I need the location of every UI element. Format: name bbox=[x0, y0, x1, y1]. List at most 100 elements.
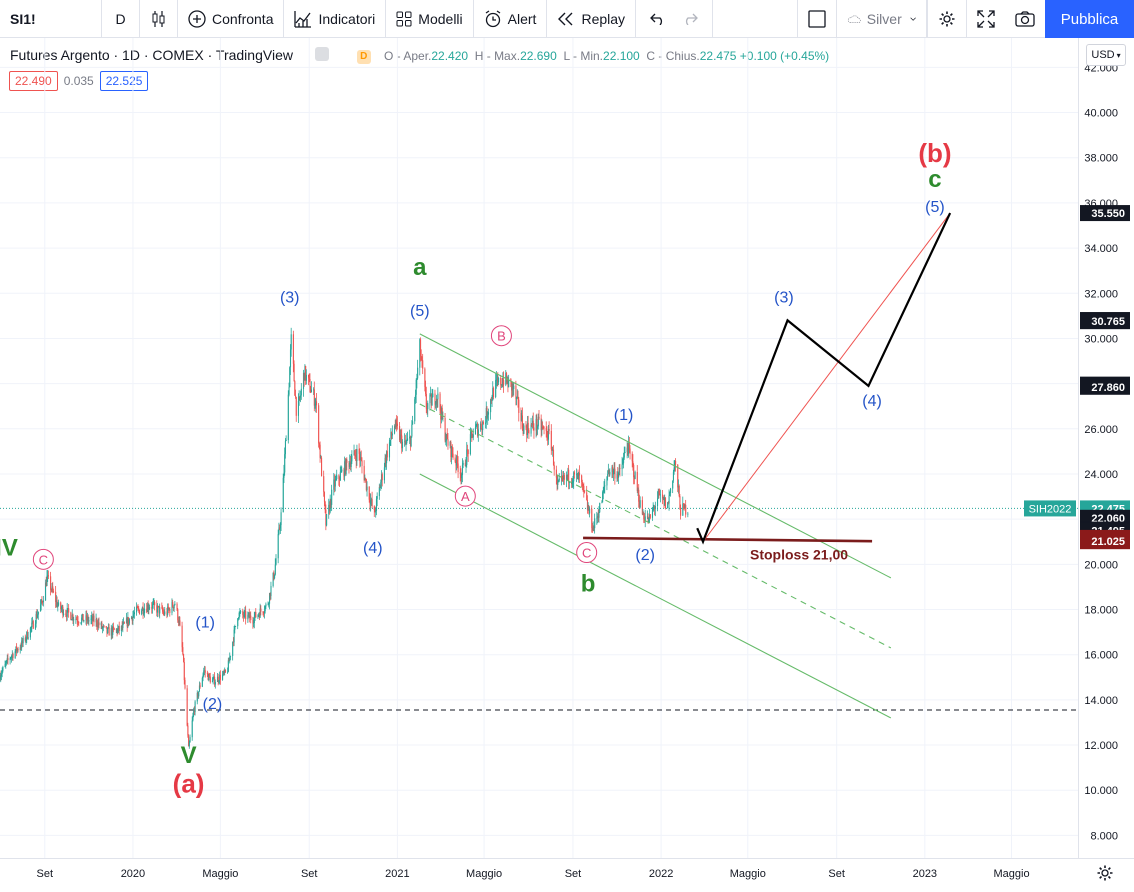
candle-body bbox=[435, 404, 437, 406]
candle-body bbox=[480, 423, 482, 429]
candle-body bbox=[318, 405, 320, 444]
candle-body bbox=[520, 412, 522, 421]
candle-body bbox=[477, 424, 479, 436]
theme-dropdown[interactable]: Silver bbox=[836, 0, 927, 38]
candle-body bbox=[420, 339, 422, 357]
candle-body bbox=[565, 475, 568, 480]
undo-button[interactable] bbox=[636, 0, 674, 38]
interval-button[interactable]: D bbox=[102, 0, 140, 38]
candle-body bbox=[572, 481, 574, 483]
candle-body bbox=[390, 431, 392, 440]
candle-body bbox=[657, 490, 659, 499]
candle-body bbox=[193, 710, 195, 713]
price-tag-bg bbox=[1080, 378, 1130, 395]
candle-body bbox=[32, 621, 34, 629]
candle-body bbox=[368, 486, 370, 500]
wave-label: (b) bbox=[918, 138, 951, 168]
indicators-button[interactable]: Indicatori bbox=[284, 0, 387, 38]
candle-body bbox=[345, 459, 347, 474]
candle-body bbox=[302, 373, 305, 389]
layout-button[interactable] bbox=[797, 0, 836, 38]
candle-body bbox=[577, 473, 579, 480]
candle-body bbox=[673, 467, 675, 472]
candle-body bbox=[552, 449, 555, 466]
gear-icon[interactable] bbox=[1096, 864, 1114, 882]
candle-body bbox=[601, 502, 603, 504]
candle-body bbox=[222, 671, 224, 675]
publish-button[interactable]: Pubblica bbox=[1045, 0, 1134, 38]
alert-button[interactable]: Alert bbox=[474, 0, 548, 38]
candle-body bbox=[442, 418, 444, 419]
candle-body bbox=[282, 477, 284, 513]
candle-body bbox=[503, 380, 505, 385]
redo-button[interactable] bbox=[674, 0, 714, 38]
settings-button[interactable] bbox=[927, 0, 967, 38]
templates-button[interactable]: Modelli bbox=[386, 0, 474, 38]
candle-body bbox=[654, 507, 656, 509]
wave-label: (3) bbox=[774, 289, 794, 306]
candle-body bbox=[421, 359, 423, 361]
price-tag-bg bbox=[1080, 313, 1130, 330]
candle-body bbox=[376, 496, 378, 499]
chart-title[interactable]: Futures Argento · 1D · COMEX · TradingVi… bbox=[10, 47, 371, 64]
candle-body bbox=[542, 426, 544, 428]
candle-body bbox=[669, 493, 671, 496]
price-axis-divider bbox=[1078, 38, 1079, 858]
stoploss-line bbox=[583, 536, 873, 543]
candle-body bbox=[6, 658, 8, 661]
candle-body bbox=[329, 499, 331, 512]
candle-body bbox=[530, 424, 532, 434]
candle-body bbox=[344, 461, 346, 477]
candle-body bbox=[469, 434, 471, 455]
candle-body bbox=[667, 502, 669, 504]
candle-body bbox=[15, 646, 17, 652]
candle-body bbox=[583, 485, 585, 491]
candle-body bbox=[42, 602, 44, 603]
sell-price-button[interactable]: 22.490 bbox=[9, 71, 58, 91]
chevron-down-icon bbox=[910, 17, 916, 21]
candle-body bbox=[581, 482, 583, 484]
candle-body bbox=[383, 467, 385, 481]
currency-dropdown[interactable]: USD ▾ bbox=[1086, 44, 1126, 66]
candle-body bbox=[16, 646, 18, 652]
symbol-search-button[interactable]: SI1! bbox=[0, 0, 102, 38]
compare-button[interactable]: Confronta bbox=[178, 0, 285, 38]
candle-body bbox=[406, 440, 408, 443]
candle-body bbox=[198, 685, 201, 692]
chart-type-button[interactable] bbox=[140, 0, 178, 38]
wave-circle bbox=[576, 542, 598, 564]
candle-body bbox=[207, 673, 209, 681]
candle-body bbox=[683, 503, 685, 505]
snapshot-button[interactable] bbox=[1005, 0, 1045, 38]
candle-body bbox=[148, 608, 150, 610]
candle-body bbox=[45, 582, 47, 601]
candle-body bbox=[247, 614, 249, 620]
candle-body bbox=[65, 614, 68, 617]
candle-body bbox=[596, 517, 598, 519]
candle-body bbox=[156, 605, 158, 613]
replay-button[interactable]: Replay bbox=[547, 0, 637, 38]
candle-body bbox=[351, 455, 353, 462]
wave-label: (1) bbox=[614, 407, 634, 424]
candle-body bbox=[573, 472, 576, 475]
candle-body bbox=[0, 676, 2, 680]
candle-body bbox=[450, 441, 452, 457]
candle-body bbox=[555, 469, 557, 478]
candle-body bbox=[497, 379, 499, 383]
candle-body bbox=[566, 475, 568, 477]
candle-body bbox=[171, 602, 173, 613]
y-tick-label: 16.000 bbox=[1084, 650, 1118, 662]
fullscreen-button[interactable] bbox=[967, 0, 1005, 38]
candle-body bbox=[659, 494, 661, 496]
candle-body bbox=[313, 389, 315, 406]
candle-body bbox=[467, 450, 469, 455]
candle-body bbox=[227, 671, 229, 673]
candle-body bbox=[664, 498, 667, 509]
candle-body bbox=[619, 467, 621, 470]
y-tick-label: 18.000 bbox=[1084, 605, 1118, 617]
candle-body bbox=[92, 615, 94, 622]
candle-body bbox=[518, 399, 520, 413]
y-tick-label: 12.000 bbox=[1084, 740, 1118, 752]
templates-label: Modelli bbox=[418, 10, 463, 27]
